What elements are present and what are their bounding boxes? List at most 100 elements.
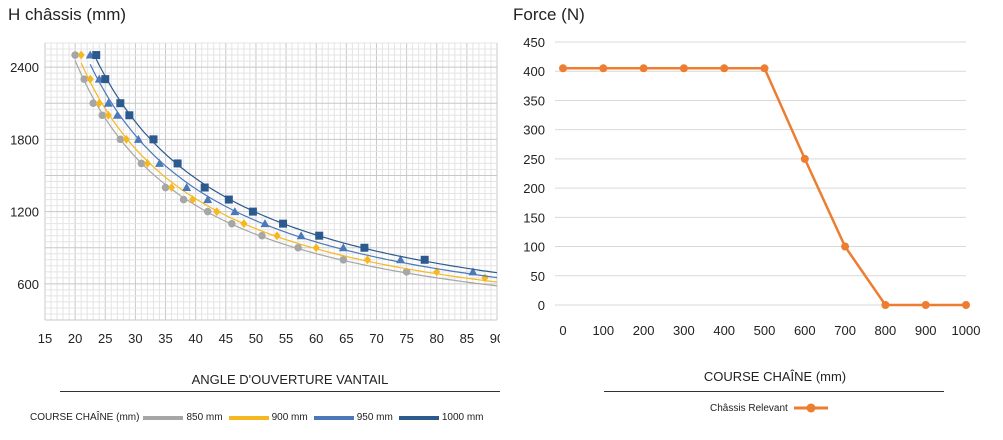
legend-swatch-chassis-relevant (793, 403, 828, 413)
data-point-3 (101, 75, 110, 84)
data-point-1 (77, 50, 85, 60)
y-tick-label: 200 (523, 181, 545, 196)
data-point-3 (279, 219, 288, 228)
data-point-2 (182, 183, 192, 192)
x-tick-label: 35 (158, 331, 172, 346)
data-point-2 (296, 231, 306, 240)
data-point-3 (224, 195, 233, 204)
data-point-3 (420, 255, 429, 264)
data-point-0 (402, 268, 411, 276)
y-tick-label: 600 (17, 277, 39, 292)
right-chart-plot: 0 50 100 150 200 250 300 350 400 450 0 100 200 300 400… (523, 35, 981, 338)
data-point-3 (125, 111, 134, 120)
data-point-0 (258, 231, 266, 240)
data-point-0 (179, 195, 188, 204)
legend-label-chassis-relevant: Châssis Relevant (710, 402, 788, 414)
trend-line-3 (95, 58, 498, 274)
legend-label-900: 900 mm (271, 412, 308, 423)
legend-swatch-850 (143, 415, 184, 420)
data-point-2 (338, 243, 348, 252)
data-point-1 (143, 158, 151, 168)
left-x-axis-title: ANGLE D'OUVERTURE VANTAIL (191, 372, 389, 387)
legend-swatch-900 (228, 415, 269, 420)
y-tick-label: 300 (523, 123, 545, 138)
trend-line-2 (89, 64, 498, 279)
x-tick-label: 60 (309, 331, 323, 346)
data-point-0 (89, 99, 98, 108)
x-tick-label: 45 (219, 331, 233, 346)
x-tick-label: 600 (794, 323, 816, 338)
data-point (881, 301, 890, 309)
data-point (599, 64, 608, 73)
data-point-1 (95, 98, 103, 108)
x-tick-label: 200 (633, 323, 655, 338)
data-point-3 (173, 159, 182, 168)
data-point-2 (155, 158, 165, 167)
x-tick-label: 75 (399, 331, 413, 346)
y-tick-label: 1800 (10, 132, 39, 147)
data-point (720, 64, 729, 73)
data-point-1 (189, 195, 197, 205)
data-point-3 (360, 243, 369, 252)
legend-title: COURSE CHAÎNE (mm) (30, 412, 140, 423)
data-point-3 (149, 135, 158, 144)
x-tick-label: 100 (592, 323, 614, 338)
data-point (921, 301, 930, 309)
data-point-1 (312, 243, 320, 253)
legend-item-900: 900 mm (228, 412, 308, 423)
x-tick-label: 85 (460, 331, 474, 346)
legend-label-1000: 1000 mm (441, 412, 484, 423)
data-point (639, 64, 648, 73)
data-point-1 (168, 183, 176, 193)
data-point-0 (137, 159, 146, 168)
data-point-0 (71, 51, 79, 59)
y-tick-label: 250 (523, 152, 545, 167)
right-legend: Châssis Relevant (710, 402, 828, 414)
legend-item-950: 950 mm (313, 412, 393, 423)
x-tick-label: 30 (128, 331, 142, 346)
data-point-3 (92, 51, 101, 60)
left-chart-title: H châssis (mm) (8, 5, 127, 24)
data-point-0 (339, 255, 348, 264)
data-point-2 (203, 195, 213, 204)
y-tick-label: 350 (523, 93, 545, 108)
data-point-0 (228, 219, 236, 228)
data-point (800, 154, 809, 163)
legend-label-850: 850 mm (186, 412, 223, 423)
data-point-0 (203, 207, 212, 216)
data-point-0 (116, 135, 125, 144)
data-point-2 (133, 134, 143, 143)
x-tick-label: 20 (68, 331, 82, 346)
data-point-3 (315, 231, 324, 240)
data-point-2 (260, 219, 270, 228)
data-point-0 (80, 75, 88, 83)
y-tick-label: 100 (523, 240, 545, 255)
data-point-2 (396, 255, 406, 264)
y-tick-label: 150 (523, 210, 545, 225)
data-point-0 (161, 183, 170, 192)
left-x-axis-rule (60, 391, 500, 392)
data-point (841, 242, 850, 251)
left-chart-plot: 15 20 25 30 35 40 45 50 55 60 65 70 75 80 85 90 600 1200 1… (10, 42, 500, 346)
x-tick-label: 55 (279, 331, 293, 346)
x-tick-label: 65 (339, 331, 353, 346)
data-point (760, 64, 769, 73)
data-point-1 (273, 231, 281, 241)
x-tick-label: 400 (713, 323, 735, 338)
legend-item-1000: 1000 mm (398, 412, 484, 423)
data-point-3 (200, 183, 209, 192)
y-tick-label: 1200 (10, 205, 39, 220)
x-tick-label: 1000 (952, 323, 981, 338)
legend-label-950: 950 mm (356, 412, 393, 423)
y-tick-label: 0 (538, 298, 545, 313)
x-tick-label: 0 (559, 323, 566, 338)
legend-swatch-950 (313, 415, 354, 420)
x-tick-label: 70 (369, 331, 383, 346)
data-point-0 (294, 243, 302, 252)
data-point-3 (116, 99, 125, 108)
x-tick-label: 15 (38, 331, 52, 346)
x-tick-label: 50 (249, 331, 263, 346)
x-tick-label: 25 (98, 331, 112, 346)
data-point-2 (230, 207, 240, 216)
data-point-1 (86, 74, 94, 84)
